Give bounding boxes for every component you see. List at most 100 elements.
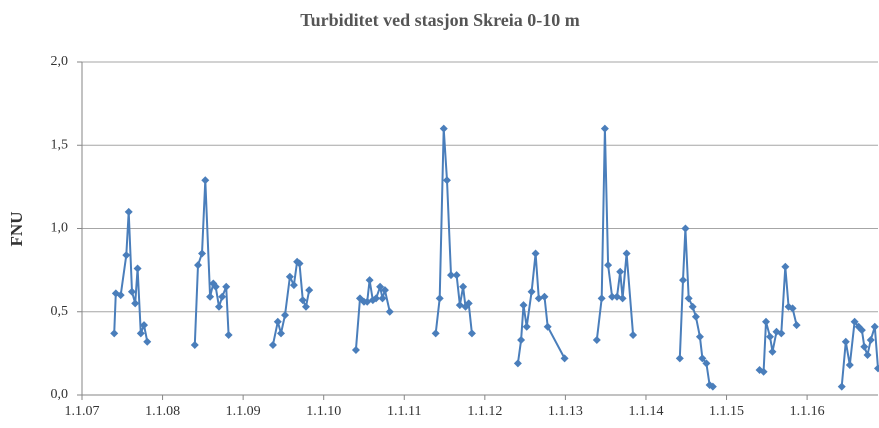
data-point — [198, 249, 207, 258]
x-tick-label: 1.1.14 — [628, 404, 663, 419]
y-tick-label: 0,0 — [51, 387, 69, 402]
data-point — [201, 176, 210, 185]
data-point — [519, 301, 528, 310]
data-point — [305, 286, 314, 295]
data-point — [604, 261, 613, 270]
data-point — [143, 337, 152, 346]
data-point — [124, 207, 133, 216]
data-point — [768, 347, 777, 356]
data-point — [351, 346, 360, 355]
data-point — [439, 124, 448, 133]
series-line — [113, 128, 879, 388]
data-point — [759, 367, 768, 376]
data-point — [777, 329, 786, 338]
data-point — [679, 276, 688, 285]
data-point — [376, 282, 385, 291]
data-point — [543, 322, 552, 331]
data-point — [845, 361, 854, 370]
data-point — [131, 299, 140, 308]
y-tick-label: 2,0 — [51, 54, 69, 69]
data-point — [372, 294, 381, 303]
data-point — [214, 302, 223, 311]
x-tick-label: 1.1.13 — [548, 404, 583, 419]
data-point — [295, 259, 304, 268]
x-tick-label: 1.1.10 — [306, 404, 341, 419]
data-point — [688, 302, 697, 311]
data-point — [136, 329, 145, 338]
data-point — [600, 124, 609, 133]
data-point — [277, 329, 285, 338]
data-point — [285, 272, 294, 281]
y-tick-label: 0,5 — [51, 304, 69, 319]
data-point — [442, 176, 451, 185]
data-point — [702, 359, 711, 368]
data-point — [298, 296, 307, 305]
data-point — [190, 341, 199, 350]
data-point — [268, 341, 277, 350]
data-point — [513, 359, 522, 368]
data-point — [850, 317, 859, 326]
data-point — [766, 332, 775, 341]
data-point — [608, 292, 617, 301]
data-point — [122, 251, 131, 260]
data-point — [788, 304, 797, 313]
x-tick-label: 1.1.12 — [467, 404, 502, 419]
data-point — [446, 271, 455, 280]
data-point — [870, 322, 879, 331]
data-point — [874, 364, 879, 373]
data-point — [866, 336, 875, 345]
data-point — [206, 292, 215, 301]
data-point — [616, 267, 625, 276]
data-point — [435, 294, 444, 303]
y-axis-label: FNU — [7, 212, 26, 247]
data-point — [618, 294, 627, 303]
data-point — [522, 322, 531, 331]
data-point — [378, 294, 387, 303]
data-point — [592, 336, 601, 345]
x-tick-label: 1.1.11 — [387, 404, 421, 419]
data-point — [762, 317, 771, 326]
data-point — [273, 317, 282, 326]
data-point — [781, 262, 790, 271]
data-point — [110, 329, 119, 338]
data-point — [841, 337, 850, 346]
y-tick-label: 1,0 — [51, 221, 69, 236]
data-point — [691, 312, 700, 321]
data-point — [860, 342, 869, 351]
data-point — [527, 287, 536, 296]
x-tick-label: 1.1.08 — [145, 404, 180, 419]
data-point — [127, 287, 136, 296]
data-point — [597, 294, 606, 303]
data-point — [857, 326, 866, 335]
data-point — [365, 276, 374, 285]
x-tick-label: 1.1.07 — [65, 404, 100, 419]
data-point — [380, 286, 389, 295]
data-point — [459, 282, 468, 291]
data-point — [837, 382, 846, 391]
data-point — [218, 292, 227, 301]
x-tick-label: 1.1.09 — [226, 404, 261, 419]
data-point — [222, 282, 231, 291]
data-point — [211, 282, 220, 291]
data-point — [695, 332, 704, 341]
data-point — [560, 354, 569, 363]
data-point — [517, 336, 526, 345]
data-point — [464, 299, 473, 308]
data-point — [194, 261, 203, 270]
data-point — [289, 281, 298, 290]
data-point — [224, 331, 233, 340]
data-point — [622, 249, 631, 258]
data-point — [116, 291, 125, 300]
data-point — [431, 329, 440, 338]
data-point — [684, 294, 693, 303]
data-point — [140, 321, 149, 330]
data-point — [133, 264, 142, 273]
data-point — [467, 329, 476, 338]
data-point — [540, 292, 549, 301]
data-point — [792, 321, 801, 330]
data-point — [301, 302, 310, 311]
y-tick-label: 1,5 — [51, 137, 69, 152]
data-point — [681, 224, 690, 233]
